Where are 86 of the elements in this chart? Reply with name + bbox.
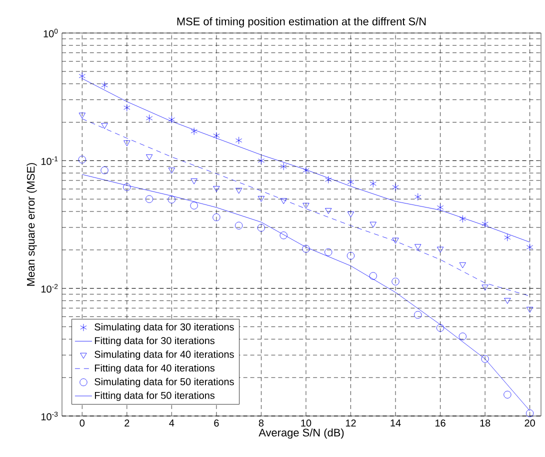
point <box>146 195 154 203</box>
legend-label: Simulating data for 40 iterations <box>94 350 234 360</box>
point <box>325 208 332 214</box>
point <box>213 132 220 140</box>
point <box>526 306 534 313</box>
x-tick-label: 18 <box>480 420 490 427</box>
x-tick-label: 20 <box>524 420 535 427</box>
point <box>392 278 400 286</box>
point <box>168 196 176 204</box>
point <box>190 178 198 184</box>
point <box>78 112 86 119</box>
point <box>347 212 354 218</box>
point <box>280 198 287 204</box>
point <box>414 244 422 250</box>
point <box>459 215 466 223</box>
point <box>370 180 376 188</box>
legend-label: Fitting data for 50 iterations <box>94 392 215 401</box>
x-tick-label: 16 <box>436 420 446 427</box>
point <box>124 104 130 112</box>
x-tick-label: 6 <box>214 420 219 427</box>
point <box>414 193 422 201</box>
point <box>123 183 131 191</box>
point <box>101 123 108 129</box>
point <box>436 324 444 332</box>
point <box>124 140 130 146</box>
point <box>280 162 287 170</box>
point <box>347 178 354 186</box>
point <box>101 81 108 89</box>
point <box>481 355 489 363</box>
point <box>190 202 198 210</box>
point <box>235 222 243 230</box>
point <box>369 272 377 280</box>
point <box>258 156 265 164</box>
point <box>392 238 399 244</box>
y-tick-label: 10$^{-1}$ <box>41 156 58 165</box>
point <box>190 127 198 136</box>
legend-label: Simulating data for 30 iterations <box>94 323 234 332</box>
point <box>146 114 153 122</box>
point <box>302 245 310 253</box>
x-axis-title: Average S/N (dB) <box>258 428 344 439</box>
point <box>324 248 332 256</box>
point <box>168 116 175 124</box>
point <box>459 262 466 268</box>
point <box>504 234 511 242</box>
y-tick-label: 10$^{-2}$ <box>41 284 58 293</box>
point <box>213 186 220 192</box>
x-tick-label: 0 <box>80 420 85 427</box>
point <box>370 222 376 228</box>
point <box>482 284 488 290</box>
point <box>436 246 444 253</box>
x-tick-label: 12 <box>346 420 356 426</box>
point <box>504 390 512 398</box>
legend-label: Fitting data for 30 iterations <box>94 336 215 346</box>
point <box>526 243 534 251</box>
x-tick-label: 2 <box>124 420 130 426</box>
point <box>302 202 310 209</box>
point <box>78 156 86 164</box>
point <box>325 176 332 184</box>
point <box>257 224 265 232</box>
x-tick-label: 4 <box>169 420 174 426</box>
point <box>392 183 399 191</box>
point <box>280 232 288 240</box>
point <box>258 196 265 202</box>
point <box>458 332 466 340</box>
point <box>212 214 220 222</box>
point <box>346 252 355 260</box>
point <box>236 188 242 194</box>
chart-title: MSE of timing position estimation at the diffrent S/N <box>177 17 426 28</box>
point <box>482 220 488 228</box>
x-tick-label: 10 <box>301 420 312 427</box>
point <box>436 204 444 212</box>
y-tick-label: 10$^{0}$ <box>44 28 58 38</box>
y-tick-label: 10$^{-3}$ <box>41 412 58 420</box>
x-tick-label: 14 <box>390 420 401 426</box>
point <box>302 166 310 174</box>
legend-label: Simulating data for 50 iterations <box>94 378 234 388</box>
point <box>526 410 534 418</box>
point <box>504 298 511 304</box>
point <box>168 168 175 174</box>
point <box>146 154 153 160</box>
point <box>236 136 242 144</box>
legend-label: Fitting data for 40 iterations <box>94 364 215 374</box>
point <box>100 166 108 174</box>
y-axis-title: Mean square error (MSE) <box>26 163 37 286</box>
point <box>414 311 422 319</box>
x-tick-label: 8 <box>258 420 264 427</box>
